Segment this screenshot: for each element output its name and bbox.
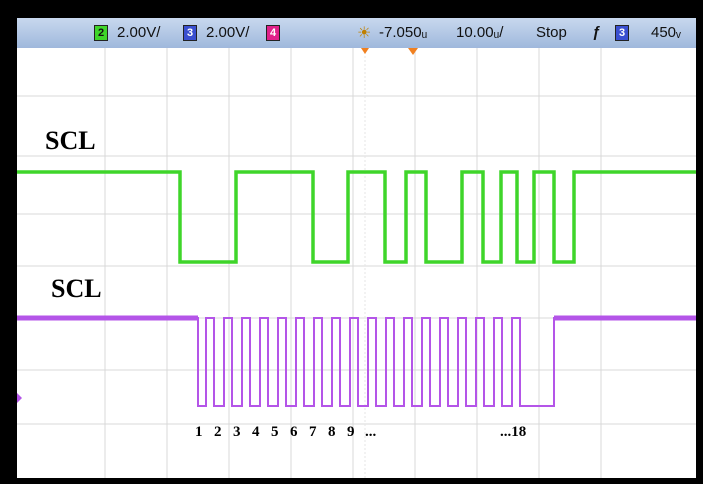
pulse-label: ... — [365, 424, 377, 440]
pulse-label: 4 — [252, 424, 260, 440]
trigger-edge-icon: ƒ — [592, 24, 601, 41]
ch3-ground-marker — [17, 393, 22, 403]
ch3-indicator[interactable]: 3 — [183, 25, 197, 41]
ch2-indicator[interactable]: 2 — [94, 25, 108, 41]
pulse-label: 8 — [328, 424, 336, 440]
ch3-trace-path — [17, 317, 696, 407]
top-trace-label: SCL — [45, 126, 96, 155]
waveform-display — [17, 48, 696, 478]
pulse-label: 7 — [309, 424, 317, 440]
pulse-label: ...18 — [500, 424, 527, 440]
ch2-trace — [17, 170, 696, 264]
pulse-label: 2 — [214, 424, 222, 440]
ch3-trace — [17, 315, 696, 407]
pulse-label: 3 — [233, 424, 241, 440]
ch4-indicator[interactable]: 4 — [266, 25, 280, 41]
screen-border — [17, 478, 696, 484]
trigger-position-marker — [408, 48, 418, 55]
ch2-trace-path — [17, 170, 696, 264]
pulse-label: 1 — [195, 424, 203, 440]
trigger-source[interactable]: 3 — [615, 25, 629, 41]
time-offset[interactable]: -7.050ᵤ — [379, 24, 428, 41]
ch2-scale[interactable]: 2.00V/ — [117, 24, 161, 41]
waveform-canvas — [17, 48, 696, 478]
ch3-scale[interactable]: 2.00V/ — [206, 24, 250, 41]
sun-icon: ☀ — [357, 25, 372, 42]
pulse-label: 6 — [290, 424, 298, 440]
pulse-label: 5 — [271, 424, 279, 440]
graticule — [17, 48, 696, 478]
trigger-level[interactable]: 450ᵥ — [651, 24, 681, 41]
time-reference-marker — [361, 48, 369, 54]
status-bar: 2 2.00V/ 3 2.00V/ 4 ☀ -7.050ᵤ 10.00ᵤ/ St… — [17, 18, 696, 49]
pulse-label: 9 — [347, 424, 355, 440]
time-scale[interactable]: 10.00ᵤ/ — [456, 24, 504, 41]
bottom-trace-label: SCL — [51, 274, 102, 303]
run-state[interactable]: Stop — [536, 24, 567, 41]
